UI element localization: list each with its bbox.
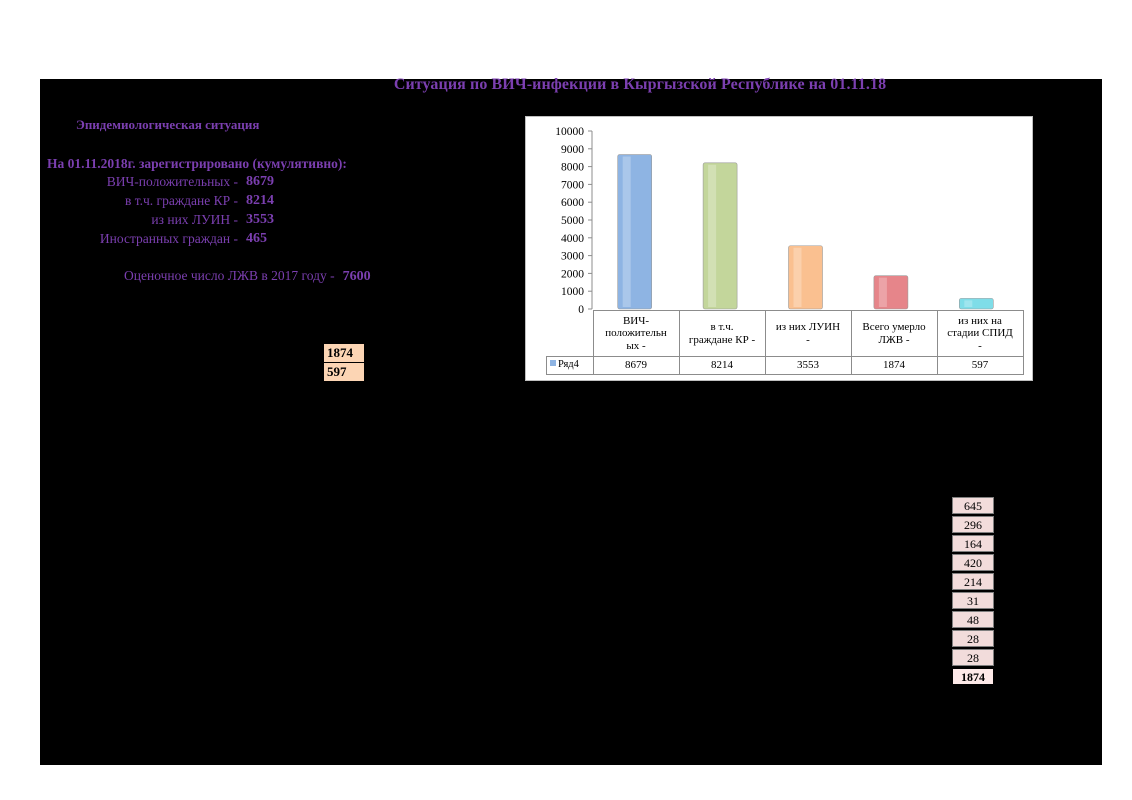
stat-value: 8679 xyxy=(246,174,274,189)
y-tick-label: 3000 xyxy=(561,251,584,263)
y-tick-label: 6000 xyxy=(561,197,584,209)
y-tick-label: 9000 xyxy=(561,144,584,156)
data-label: 1874 xyxy=(850,356,938,375)
y-tick-label: 2000 xyxy=(561,268,584,280)
chart-data-table: ВИЧ-положительн ых - в т.ч. граждане КР - … xyxy=(546,310,1024,375)
bar xyxy=(873,275,909,310)
estimate-label: Оценочное число ЛЖВ в 2017 году - xyxy=(124,268,335,283)
stat-label: Иностранных граждан - xyxy=(99,231,238,246)
bar-highlight xyxy=(708,164,717,307)
category-label: ВИЧ-положительн ых - xyxy=(592,310,680,357)
y-tick-label: 10000 xyxy=(555,126,584,138)
bar xyxy=(617,154,652,310)
total-cell: 1874 xyxy=(952,668,994,685)
stat-row-citizens: в т.ч. граждане КР - xyxy=(40,193,238,211)
bar-highlight xyxy=(622,156,631,307)
category-label: в т.ч. граждане КР - xyxy=(678,310,766,357)
estimate-line: Оценочное число ЛЖВ в 2017 году - 7600 xyxy=(124,268,371,285)
value-cell: 420 xyxy=(952,554,994,571)
stat-label: в т.ч. граждане КР - xyxy=(125,193,238,208)
series-name: Ряд4 xyxy=(558,359,579,371)
value-cell: 164 xyxy=(952,535,994,552)
data-label: 3553 xyxy=(764,356,852,375)
bar-highlight xyxy=(793,247,802,307)
stat-label: ВИЧ-положительных - xyxy=(106,174,238,189)
bar xyxy=(958,298,994,310)
value-cell: 28 xyxy=(952,649,994,666)
section-subtitle: Эпидемиологическая ситуация xyxy=(76,117,260,132)
stat-value: 465 xyxy=(246,231,267,246)
estimate-value: 7600 xyxy=(342,269,371,284)
value-cell: 31 xyxy=(952,592,994,609)
category-label: из них ЛУИН - xyxy=(764,310,852,357)
value-cell: 214 xyxy=(952,573,994,590)
registered-heading: На 01.11.2018г. зарегистрировано (кумуля… xyxy=(47,156,347,171)
y-tick-label: 0 xyxy=(578,304,584,316)
bar xyxy=(702,162,738,310)
data-label: 597 xyxy=(936,356,1024,375)
stat-value: 3553 xyxy=(246,212,274,227)
legend-entry: Ряд4 xyxy=(546,356,594,375)
y-tick-label: 4000 xyxy=(561,233,584,245)
orange-value-box: 1874 xyxy=(324,344,364,362)
stat-value: 8214 xyxy=(246,193,274,208)
category-label: из них на стадии СПИД - xyxy=(936,310,1024,357)
value-cell: 28 xyxy=(952,630,994,647)
stat-row-hiv-positive: ВИЧ-положительных - xyxy=(40,174,238,192)
data-label: 8679 xyxy=(592,356,680,375)
category-label: Всего умерло ЛЖВ - xyxy=(850,310,938,357)
stat-label: из них ЛУИН - xyxy=(151,212,238,227)
y-tick-label: 7000 xyxy=(561,179,584,191)
bar xyxy=(788,245,823,310)
data-label: 8214 xyxy=(678,356,766,375)
value-cell: 296 xyxy=(952,516,994,533)
bar-highlight xyxy=(964,300,973,307)
value-cell: 645 xyxy=(952,497,994,514)
orange-value-box: 597 xyxy=(324,363,364,381)
bar-chart: 0 1000 2000 3000 4000 5000 6000 7000 8000 9000 100… xyxy=(525,116,1033,381)
y-tick-label: 1000 xyxy=(561,286,584,298)
bar-chart-plot: 0 1000 2000 3000 4000 5000 6000 7000 8000 9000 100… xyxy=(555,126,994,316)
page-title: Ситуация по ВИЧ-инфекции в Кыргызской Ре… xyxy=(393,76,887,93)
legend-swatch-icon xyxy=(550,360,556,367)
y-tick-label: 5000 xyxy=(561,215,584,227)
stat-row-idu: из них ЛУИН - xyxy=(40,212,238,230)
stat-row-foreigners: Иностранных граждан - xyxy=(40,231,238,249)
value-cell: 48 xyxy=(952,611,994,628)
y-tick-label: 8000 xyxy=(561,162,584,174)
bar-highlight xyxy=(878,277,887,307)
